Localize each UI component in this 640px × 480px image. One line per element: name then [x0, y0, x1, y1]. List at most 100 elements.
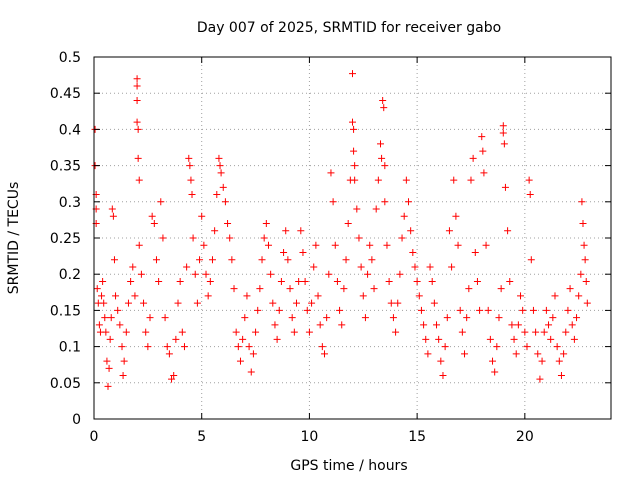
data-point: [405, 198, 413, 206]
data-point: [577, 270, 585, 278]
data-point: [540, 328, 548, 336]
data-point: [383, 241, 391, 249]
data-point: [420, 321, 428, 329]
data-point: [428, 277, 436, 285]
data-point: [219, 183, 227, 191]
data-point: [170, 372, 178, 380]
data-point: [99, 277, 107, 285]
data-point: [435, 335, 443, 343]
data-point: [165, 350, 173, 358]
data-point: [168, 375, 176, 383]
data-point: [553, 343, 561, 351]
data-point: [523, 343, 531, 351]
data-point: [299, 248, 307, 256]
data-point: [583, 299, 591, 307]
data-point: [254, 306, 262, 314]
data-point: [271, 321, 279, 329]
data-point: [381, 198, 389, 206]
data-point: [286, 285, 294, 293]
data-point: [424, 350, 432, 358]
data-point: [573, 314, 581, 322]
data-point: [484, 306, 492, 314]
grid: [94, 57, 611, 419]
data-point: [454, 241, 462, 249]
data-point: [215, 154, 223, 162]
data-point: [295, 277, 303, 285]
data-point: [260, 234, 268, 242]
data-point: [351, 162, 359, 170]
data-point: [100, 299, 108, 307]
data-point: [349, 118, 356, 126]
data-point: [482, 241, 490, 249]
data-point: [560, 350, 568, 358]
data-point: [510, 335, 518, 343]
data-point: [120, 357, 128, 365]
data-point: [305, 328, 313, 336]
data-point: [216, 162, 224, 170]
data-point: [489, 357, 497, 365]
data-point: [133, 118, 141, 126]
data-point: [458, 328, 466, 336]
data-point: [284, 256, 292, 264]
data-point: [417, 306, 425, 314]
data-point: [370, 285, 378, 293]
data-point: [521, 328, 529, 336]
data-point: [542, 306, 550, 314]
data-point: [501, 183, 509, 191]
y-tick-label: 0: [72, 412, 81, 428]
data-point: [140, 299, 148, 307]
x-tick-label: 10: [301, 429, 319, 445]
data-point: [579, 220, 587, 228]
data-point: [288, 314, 296, 322]
data-point: [269, 299, 277, 307]
data-point: [211, 227, 219, 235]
data-point: [331, 241, 339, 249]
x-tick-label: 5: [197, 429, 206, 445]
data-point: [409, 248, 417, 256]
y-tick-label: 0.5: [59, 50, 81, 66]
data-point: [303, 306, 311, 314]
data-point: [101, 314, 109, 322]
data-point: [95, 321, 103, 329]
data-point: [108, 205, 116, 213]
x-axis: 0 5 10 15 20: [90, 57, 534, 445]
data-point: [256, 285, 264, 293]
data-point: [297, 227, 305, 235]
data-point: [228, 256, 236, 264]
data-point: [497, 285, 505, 293]
y-tick-label: 0.15: [50, 303, 81, 319]
data-point: [93, 285, 101, 293]
data-point: [224, 220, 232, 228]
data-point: [508, 321, 516, 329]
data-point: [131, 292, 139, 300]
data-point: [176, 277, 184, 285]
data-point: [467, 176, 475, 184]
data-point: [433, 321, 441, 329]
data-point: [512, 350, 520, 358]
data-point: [152, 256, 160, 264]
data-point: [314, 292, 322, 300]
data-point: [568, 321, 576, 329]
data-point: [575, 292, 583, 300]
data-point: [280, 248, 288, 256]
data-point: [413, 277, 421, 285]
data-point: [249, 350, 257, 358]
data-point: [473, 277, 481, 285]
data-point: [301, 277, 309, 285]
data-point: [380, 104, 388, 112]
data-point: [114, 306, 122, 314]
data-point: [570, 335, 578, 343]
data-point: [135, 241, 143, 249]
data-point: [142, 328, 150, 336]
data-point: [118, 343, 126, 351]
data-point: [137, 270, 145, 278]
data-point: [129, 263, 137, 271]
data-point: [187, 176, 195, 184]
data-point: [387, 299, 395, 307]
data-point: [538, 357, 546, 365]
data-point: [327, 169, 335, 177]
y-tick-label: 0.1: [59, 340, 81, 356]
data-point: [161, 314, 169, 322]
data-point: [486, 335, 494, 343]
data-point: [109, 212, 117, 220]
